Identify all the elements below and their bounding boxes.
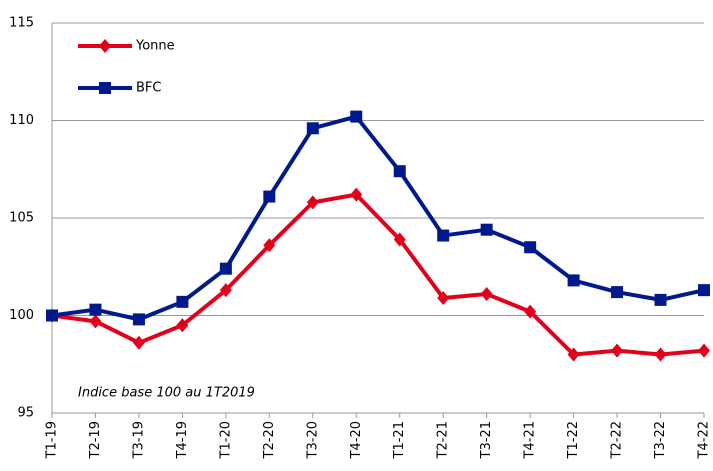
y-tick-label: 105 [9,211,34,226]
y-tick-label: 110 [9,113,34,128]
x-tick-label: T4-22 [697,421,712,459]
y-tick-label: 100 [9,308,34,323]
x-tick-label: T3-21 [479,421,494,459]
x-tick-label: T3-19 [131,421,146,459]
marker [437,229,450,242]
marker [480,223,493,236]
series-line [51,192,705,357]
legend-label: BFC [136,81,161,96]
x-tick-label: T1-19 [45,421,60,459]
marker [350,110,363,123]
marker [263,238,276,253]
series-line [51,114,705,322]
marker [654,293,667,306]
x-tick-label: T2-21 [436,421,451,459]
marker [524,241,537,254]
x-tick-label: T3-20 [305,421,320,459]
marker [611,343,624,358]
y-tick-label: 115 [9,16,34,31]
marker [437,290,450,305]
marker [132,313,145,326]
marker [89,303,102,316]
x-tick-label: T4-21 [523,421,538,459]
marker [176,295,189,308]
x-tick-label: T1-21 [392,421,407,459]
y-tick-label: 95 [17,406,34,421]
x-tick-label: T2-22 [610,421,625,459]
marker [480,287,493,302]
marker [46,309,58,322]
marker [89,314,102,329]
marker [393,165,406,178]
marker [219,262,232,275]
marker [306,122,319,135]
marker [654,347,667,362]
legend-label: Yonne [135,39,175,54]
marker [567,274,580,287]
marker [611,286,624,299]
x-tick-label: T4-20 [349,421,364,459]
x-tick-label: T1-22 [566,421,581,459]
x-tick-label: T2-19 [88,421,103,459]
marker [350,187,363,202]
x-tick-label: T1-20 [218,421,233,459]
marker [132,335,145,350]
marker [176,318,189,333]
marker [698,343,710,358]
x-tick-label: T3-22 [653,421,668,459]
marker [524,304,537,319]
marker [567,347,580,362]
x-tick-label: T2-20 [262,421,277,459]
marker [99,39,111,53]
marker [219,283,232,298]
x-tick-label: T4-19 [175,421,190,459]
marker [306,195,319,210]
marker [99,82,111,94]
marker [393,232,406,247]
marker [263,190,276,203]
marker [698,284,710,297]
annotation: Indice base 100 au 1T2019 [78,386,255,401]
